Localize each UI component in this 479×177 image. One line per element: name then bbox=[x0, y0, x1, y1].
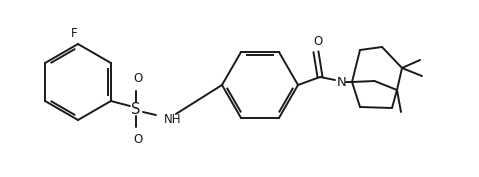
Text: S: S bbox=[131, 101, 141, 116]
Text: F: F bbox=[71, 27, 77, 40]
Text: N: N bbox=[337, 76, 347, 88]
Text: O: O bbox=[133, 72, 143, 85]
Text: NH: NH bbox=[164, 113, 182, 125]
Text: O: O bbox=[133, 133, 143, 146]
Text: O: O bbox=[313, 35, 323, 48]
